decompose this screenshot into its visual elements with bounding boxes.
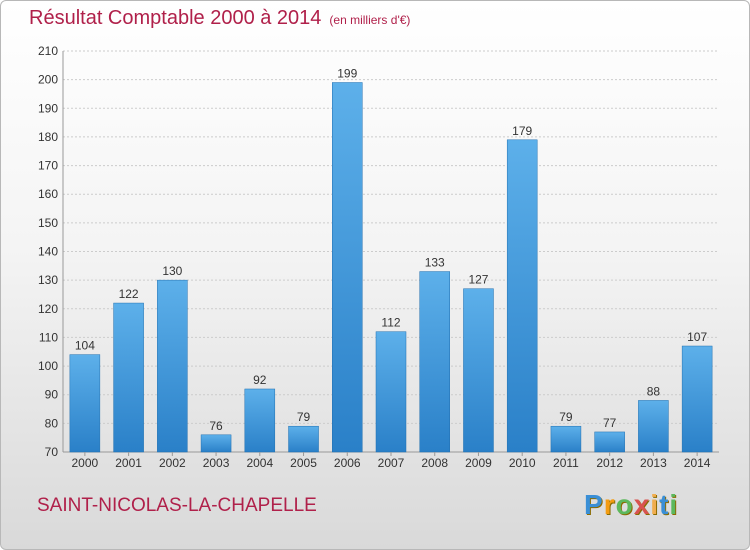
bar-2013 bbox=[638, 400, 669, 453]
logo-letter: t bbox=[659, 489, 670, 520]
x-tick-label: 2002 bbox=[159, 456, 186, 470]
bar-2000 bbox=[69, 354, 101, 453]
y-tick-label: 100 bbox=[38, 359, 58, 373]
x-tick-label: 2008 bbox=[421, 456, 448, 470]
logo-letter: o bbox=[615, 489, 634, 520]
x-tick-label: 2010 bbox=[509, 456, 536, 470]
bar-2010 bbox=[506, 139, 538, 453]
data-label-2002: 130 bbox=[162, 264, 182, 278]
x-tick-label: 2005 bbox=[290, 456, 317, 470]
data-label-2011: 79 bbox=[559, 410, 573, 424]
y-tick-label: 130 bbox=[38, 273, 58, 287]
y-tick-label: 150 bbox=[38, 216, 58, 230]
bar-2007 bbox=[375, 331, 407, 453]
y-tick-label: 160 bbox=[38, 187, 58, 201]
data-label-2009: 127 bbox=[468, 273, 488, 287]
x-tick-label: 2000 bbox=[72, 456, 99, 470]
y-tick-label: 200 bbox=[38, 73, 58, 87]
bar-2003 bbox=[200, 434, 232, 453]
y-tick-label: 120 bbox=[38, 302, 58, 316]
logo-letter: i bbox=[650, 489, 660, 520]
x-tick-label: 2011 bbox=[553, 456, 579, 470]
bar-2014 bbox=[681, 345, 713, 453]
y-tick-label: 70 bbox=[45, 445, 59, 459]
proxiti-logo: Proxiti bbox=[584, 489, 678, 521]
logo-letter: x bbox=[633, 489, 651, 520]
data-label-2013: 88 bbox=[647, 384, 661, 398]
y-tick-label: 80 bbox=[45, 416, 59, 430]
place-name: SAINT-NICOLAS-LA-CHAPELLE bbox=[37, 495, 317, 516]
bar-2012 bbox=[594, 431, 625, 453]
y-tick-label: 110 bbox=[39, 330, 58, 344]
logo-letter: r bbox=[603, 489, 616, 520]
data-label-2001: 122 bbox=[119, 287, 139, 301]
logo-letter: P bbox=[584, 489, 604, 520]
chart-title-text: Résultat Comptable 2000 à 2014 bbox=[29, 7, 322, 29]
x-tick-label: 2006 bbox=[334, 456, 361, 470]
data-label-2012: 77 bbox=[603, 416, 617, 430]
x-tick-label: 2012 bbox=[596, 456, 623, 470]
x-tick-label: 2001 bbox=[115, 456, 142, 470]
data-label-2007: 112 bbox=[381, 316, 400, 330]
data-label-2004: 92 bbox=[253, 373, 267, 387]
data-label-2003: 76 bbox=[209, 419, 223, 433]
bar-2002 bbox=[157, 279, 188, 453]
bar-2005 bbox=[288, 425, 319, 453]
y-tick-label: 140 bbox=[38, 245, 58, 259]
logo-letter: i bbox=[669, 489, 679, 520]
bar-2011 bbox=[550, 425, 582, 453]
y-tick-label: 180 bbox=[38, 130, 58, 144]
data-label-2014: 107 bbox=[687, 330, 707, 344]
bar-2001 bbox=[113, 302, 144, 453]
x-tick-label: 2009 bbox=[465, 456, 492, 470]
bar-2008 bbox=[419, 271, 450, 453]
chart-subtitle: (en milliers d'€) bbox=[329, 13, 411, 27]
x-tick-label: 2014 bbox=[684, 456, 711, 470]
x-tick-label: 2004 bbox=[246, 456, 273, 470]
x-tick-label: 2007 bbox=[378, 456, 405, 470]
chart-title: Résultat Comptable 2000 à 2014 (en millie… bbox=[29, 7, 410, 30]
x-tick-label: 2003 bbox=[203, 456, 230, 470]
data-label-2008: 133 bbox=[425, 256, 445, 270]
y-tick-label: 90 bbox=[45, 388, 59, 402]
bar-2009 bbox=[463, 288, 494, 453]
data-label-2005: 79 bbox=[297, 410, 311, 424]
bar-2004 bbox=[244, 388, 276, 453]
y-tick-label: 170 bbox=[38, 159, 58, 173]
data-label-2000: 104 bbox=[75, 339, 95, 353]
x-tick-label: 2013 bbox=[640, 456, 667, 470]
data-label-2010: 179 bbox=[512, 124, 532, 138]
bar-2006 bbox=[332, 82, 363, 453]
y-tick-label: 210 bbox=[38, 44, 58, 58]
data-label-2006: 199 bbox=[337, 67, 357, 81]
y-tick-label: 190 bbox=[38, 101, 58, 115]
